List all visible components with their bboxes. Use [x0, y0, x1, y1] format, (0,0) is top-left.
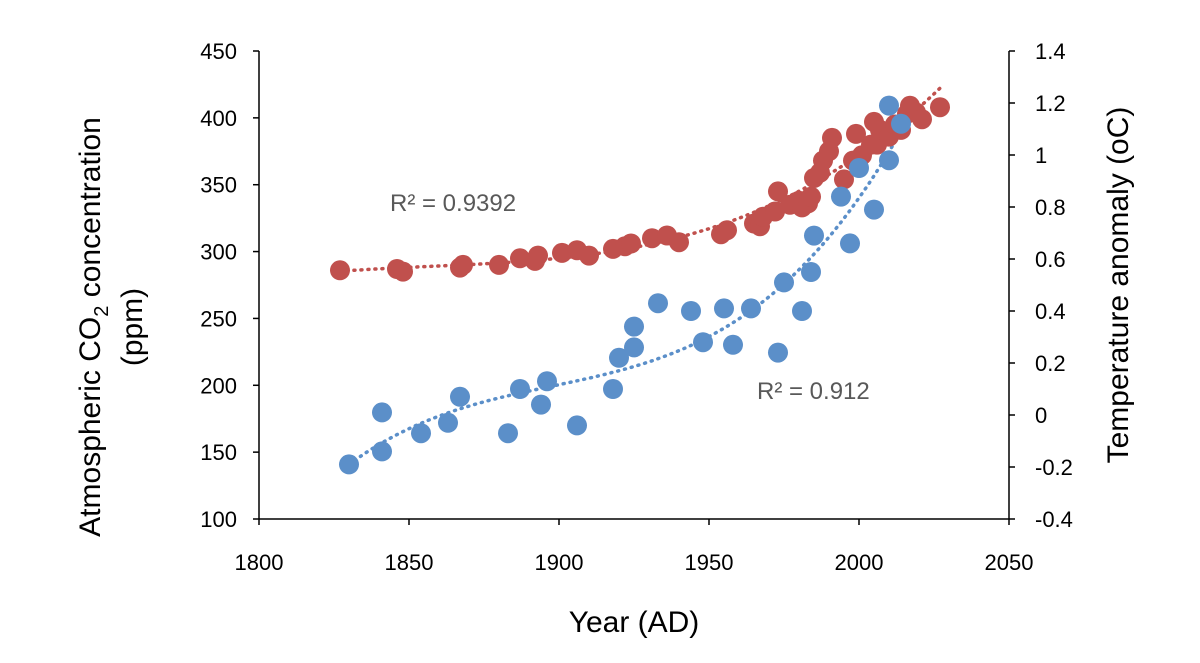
- data-point-co2: [930, 97, 950, 118]
- data-points: [330, 95, 950, 475]
- data-point-temperature: [624, 337, 644, 358]
- data-point-temperature: [840, 233, 860, 254]
- data-point-temperature: [537, 371, 557, 392]
- x-tick-label: 1950: [685, 550, 734, 575]
- y-left-tick-label: 350: [200, 173, 237, 198]
- y-left-tick-label: 450: [200, 39, 237, 64]
- y-left-tick-label: 200: [200, 373, 237, 398]
- data-point-temperature: [567, 415, 587, 436]
- x-axis-title: Year (AD): [569, 606, 700, 639]
- data-point-co2: [822, 127, 842, 148]
- y-left-tick-label: 400: [200, 106, 237, 131]
- y-right-tick-label: 1.2: [1035, 91, 1066, 116]
- y-left-tick-label: 250: [200, 306, 237, 331]
- data-point-temperature: [891, 113, 911, 134]
- data-point-temperature: [648, 293, 668, 314]
- data-point-temperature: [864, 199, 884, 220]
- data-point-temperature: [804, 225, 824, 246]
- data-point-co2: [642, 228, 662, 249]
- data-point-temperature: [624, 316, 644, 337]
- data-point-temperature: [831, 186, 851, 207]
- data-point-temperature: [723, 334, 743, 355]
- data-point-temperature: [498, 423, 518, 444]
- data-point-temperature: [531, 394, 551, 415]
- y-right-tick-label: -0.4: [1035, 507, 1073, 532]
- data-point-temperature: [438, 412, 458, 433]
- data-point-temperature: [510, 379, 530, 399]
- r2-label-co2: R² = 0.9392: [390, 190, 516, 217]
- data-point-temperature: [879, 95, 899, 116]
- data-point-temperature: [774, 272, 794, 293]
- data-point-co2: [489, 254, 509, 275]
- data-point-co2: [510, 248, 530, 269]
- y-right-tick-label: -0.2: [1035, 455, 1073, 480]
- data-point-co2: [846, 123, 866, 144]
- data-point-temperature: [372, 441, 392, 462]
- data-point-temperature: [849, 158, 869, 178]
- y-axis-left-title-subscript: 2: [91, 306, 113, 317]
- data-point-co2: [393, 261, 413, 282]
- data-point-co2: [453, 254, 473, 275]
- data-point-temperature: [714, 298, 734, 319]
- y-right-tick-label: 0: [1035, 403, 1047, 428]
- data-point-co2: [912, 109, 932, 130]
- y-right-tick-label: 0.4: [1035, 299, 1066, 324]
- data-point-temperature: [792, 301, 812, 321]
- data-point-temperature: [450, 386, 470, 407]
- data-point-temperature: [372, 402, 392, 423]
- data-point-temperature: [693, 332, 713, 353]
- y-right-tick-label: 0.2: [1035, 351, 1066, 376]
- data-point-co2: [621, 233, 641, 254]
- data-point-co2: [528, 245, 548, 266]
- data-point-co2: [330, 260, 350, 281]
- y-right-tick-label: 1: [1035, 143, 1047, 168]
- data-point-temperature: [411, 423, 431, 444]
- y-axis-left-title-main: Atmospheric CO: [74, 317, 107, 537]
- data-point-co2: [834, 169, 854, 190]
- y-left-tick-label: 300: [200, 240, 237, 265]
- y-axis-left-title-suffix: concentration: [74, 117, 107, 305]
- tick-labels: 1800 1850 1900 1950 2000 2050 100 150 200 250 300 3…: [200, 39, 1073, 575]
- trendline-temperature: [347, 129, 903, 467]
- y-left-tick-label: 150: [200, 440, 237, 465]
- y-left-tick-label: 100: [200, 507, 237, 532]
- data-point-temperature: [768, 342, 788, 363]
- data-point-temperature: [603, 379, 623, 399]
- y-axis-left-title: Atmospheric CO2 concentration: [74, 117, 113, 537]
- y-right-tick-label: 1.4: [1035, 39, 1066, 64]
- data-point-temperature: [681, 301, 701, 321]
- data-point-temperature: [801, 262, 821, 282]
- data-point-co2: [552, 242, 572, 263]
- x-tick-label: 1800: [235, 550, 284, 575]
- x-tick-label: 1850: [385, 550, 434, 575]
- data-point-temperature: [609, 347, 629, 368]
- data-point-co2: [768, 181, 788, 202]
- y-right-tick-label: 0.6: [1035, 247, 1066, 272]
- data-point-co2: [669, 232, 689, 253]
- data-point-co2: [579, 245, 599, 266]
- r2-label-temperature: R² = 0.912: [757, 378, 870, 405]
- y-axis-left-title-line2: (ppm): [116, 288, 149, 366]
- axes: [253, 50, 1015, 525]
- data-point-co2: [765, 201, 785, 222]
- x-tick-label: 2000: [835, 550, 884, 575]
- y-right-tick-label: 0.8: [1035, 195, 1066, 220]
- data-point-co2: [717, 220, 737, 241]
- data-point-temperature: [339, 454, 359, 475]
- data-point-co2: [801, 186, 821, 207]
- y-axis-right-title: Temperature anomaly (oC): [1102, 107, 1135, 464]
- x-tick-label: 1900: [535, 550, 584, 575]
- data-point-temperature: [879, 150, 899, 171]
- data-point-temperature: [741, 298, 761, 319]
- trendlines: [338, 86, 942, 467]
- x-tick-label: 2050: [985, 550, 1034, 575]
